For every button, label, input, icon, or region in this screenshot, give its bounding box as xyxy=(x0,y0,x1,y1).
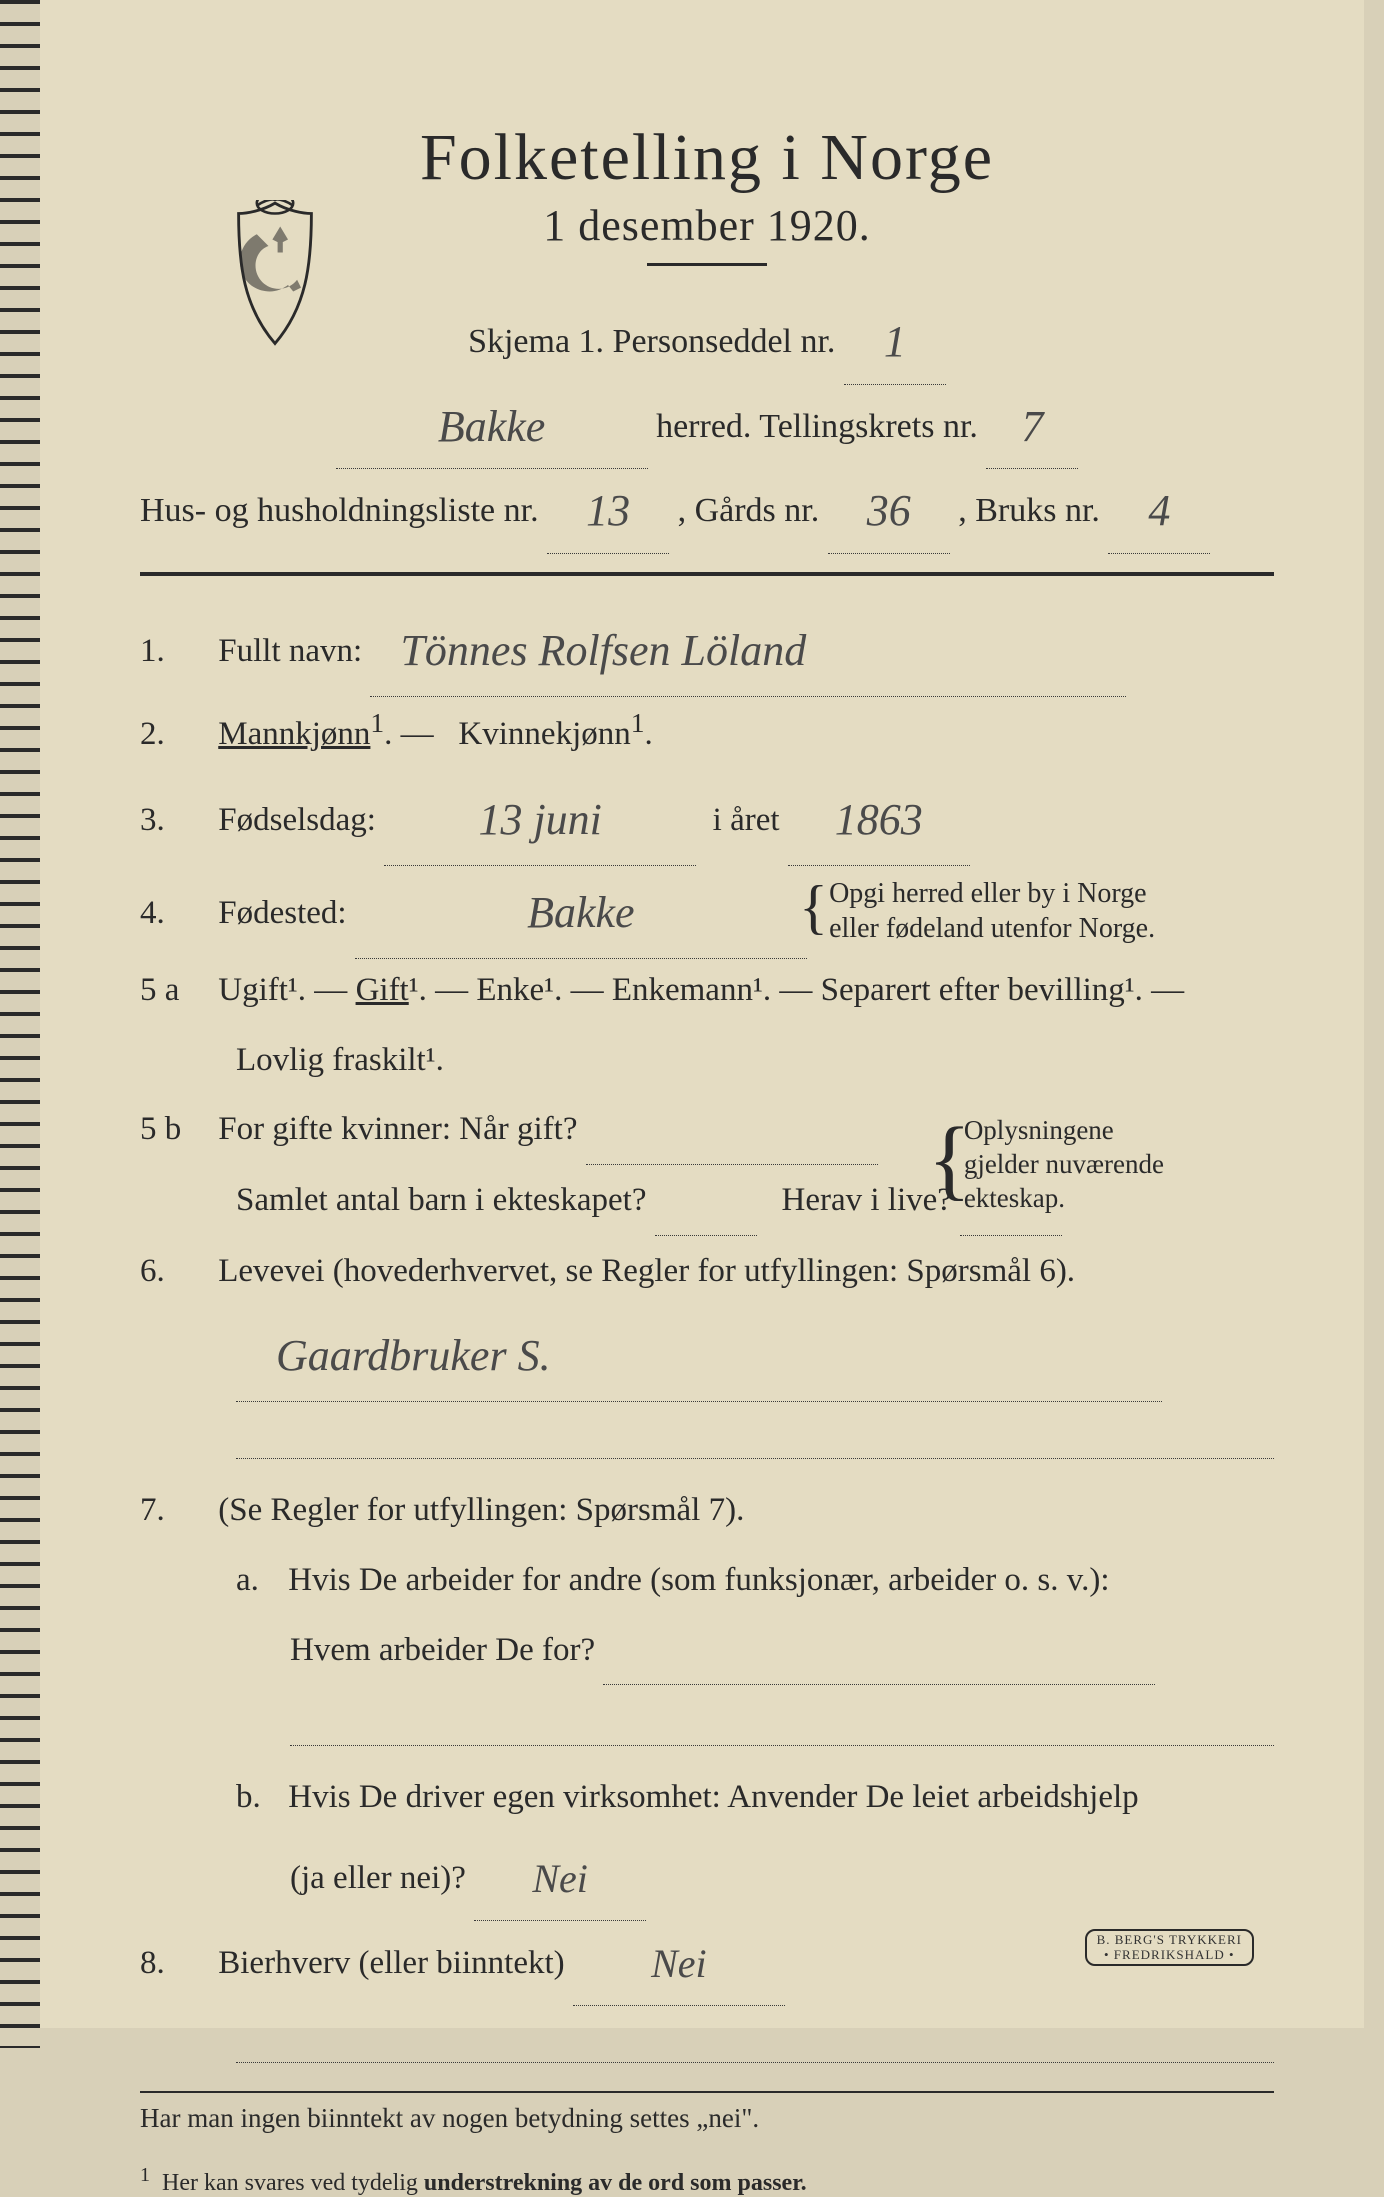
q5a-line2: Lovlig fraskilt¹. xyxy=(236,1027,1274,1095)
foot-instruction: Har man ingen biinntekt av nogen betydni… xyxy=(140,2091,1274,2134)
perforation-edge xyxy=(0,0,40,2048)
q4-num: 4. xyxy=(140,880,210,948)
q5a-gift: Gift xyxy=(356,972,409,1008)
hush-label: Hus- og husholdningsliste nr. xyxy=(140,492,539,529)
q4-note-l1: Opgi herred eller by i Norge xyxy=(829,878,1147,909)
page-title: Folketelling i Norge xyxy=(140,120,1274,196)
census-form-page: Folketelling i Norge 1 desember 1920. Sk… xyxy=(40,0,1364,2028)
q3: 3. Fødselsdag: 13 juni i året 1863 xyxy=(140,771,1274,862)
q7-label: (Se Regler for utfyllingen: Spørsmål 7). xyxy=(218,1492,744,1528)
q6-label: Levevei (hovederhvervet, se Regler for u… xyxy=(218,1253,1075,1289)
q8-blank-line xyxy=(236,2020,1274,2063)
q2-mann: Mannkjønn xyxy=(218,716,370,752)
q4-label: Fødested: xyxy=(218,895,346,931)
q3-num: 3. xyxy=(140,787,210,855)
q7b: b. Hvis De driver egen virksomhet: Anven… xyxy=(236,1764,1274,1832)
gards-label: , Gårds nr. xyxy=(678,492,820,529)
coat-of-arms-icon xyxy=(210,200,340,370)
q7a: a. Hvis De arbeider for andre (som funks… xyxy=(236,1547,1274,1615)
q2-dot: . xyxy=(645,716,653,752)
q5b-note-l2: gjelder nuværende xyxy=(964,1149,1164,1179)
q6-blank-line xyxy=(236,1416,1274,1459)
herred-label: herred. Tellingskrets nr. xyxy=(656,408,978,445)
q7a-l2row: Hvem arbeider De for? xyxy=(290,1617,1274,1686)
q7b-l2: (ja eller nei)? xyxy=(290,1860,466,1896)
q4-note: Opgi herred eller by i Norge eller fødel… xyxy=(829,876,1155,946)
gards-nr: 36 xyxy=(828,469,950,554)
q2-num: 2. xyxy=(140,701,210,769)
q3-mid: i året xyxy=(713,802,780,838)
meta-line-2: Bakke herred. Tellingskrets nr. 7 xyxy=(140,381,1274,466)
q7-num: 7. xyxy=(140,1477,210,1545)
q2-dash: . — xyxy=(384,716,434,752)
bruks-label: , Bruks nr. xyxy=(958,492,1100,529)
q1-num: 1. xyxy=(140,618,210,686)
q6-value: Gaardbruker S. xyxy=(236,1311,1162,1402)
q8-value: Nei xyxy=(573,1923,785,2006)
footnote-text: Her kan svares ved tydelig xyxy=(162,2170,424,2196)
stamp-l2: • FREDRIKSHALD • xyxy=(1097,1948,1242,1962)
q5a-num: 5 a xyxy=(140,957,210,1025)
meta-line-3: Hus- og husholdningsliste nr. 13 , Gårds… xyxy=(140,465,1274,550)
title-rule xyxy=(647,263,767,266)
q7b-num: b. xyxy=(236,1764,280,1832)
q5b-note-l3: ekteskap. xyxy=(964,1183,1065,1213)
stamp-l1: B. BERG'S TRYKKERI xyxy=(1097,1933,1242,1947)
q7a-num: a. xyxy=(236,1547,280,1615)
q6-num: 6. xyxy=(140,1238,210,1306)
q7a-l2: Hvem arbeider De for? xyxy=(290,1632,595,1668)
q4-value: Bakke xyxy=(355,868,807,959)
q7a-l1: Hvis De arbeider for andre (som funksjon… xyxy=(288,1562,1109,1598)
q7a-blank xyxy=(603,1617,1155,1686)
q5b-l2b: Herav i live? xyxy=(782,1182,952,1218)
q6: 6. Levevei (hovederhvervet, se Regler fo… xyxy=(140,1238,1274,1306)
q5b-note: Oplysningene gjelder nuværende ekteskap. xyxy=(964,1114,1164,1215)
q3-label: Fødselsdag: xyxy=(218,802,376,838)
q5b-note-l1: Oplysningene xyxy=(964,1115,1114,1145)
herred-value: Bakke xyxy=(336,385,648,470)
divider-heavy xyxy=(140,572,1274,576)
skjema-label: Skjema 1. Personseddel nr. xyxy=(468,323,835,360)
q8-num: 8. xyxy=(140,1930,210,1998)
q2: 2. Mannkjønn1. — Kvinnekjønn1. xyxy=(140,695,1274,769)
q7b-value: Nei xyxy=(474,1838,646,1921)
q7: 7. (Se Regler for utfyllingen: Spørsmål … xyxy=(140,1477,1274,1545)
q5b-gift-blank xyxy=(586,1096,878,1165)
q8-label: Bierhverv (eller biinntekt) xyxy=(218,1945,564,1981)
q5a: 5 a Ugift¹. — Gift¹. — Enke¹. — Enkemann… xyxy=(140,957,1274,1025)
q1-value: Tönnes Rolfsen Löland xyxy=(370,606,1126,697)
personseddel-nr: 1 xyxy=(844,300,946,385)
q2-sup2: 1 xyxy=(631,707,645,738)
tellingskrets-nr: 7 xyxy=(986,385,1078,470)
q5b: 5 b For gifte kvinner: Når gift? Oplysni… xyxy=(140,1096,1274,1165)
q5b-l2a: Samlet antal barn i ekteskapet? xyxy=(236,1182,647,1218)
q3-day: 13 juni xyxy=(384,775,696,866)
q1-label: Fullt navn: xyxy=(218,633,362,669)
footnote-sup: 1 xyxy=(140,2164,150,2186)
q5a-options: Ugift¹. — Gift¹. — Enke¹. — Enkemann¹. —… xyxy=(218,972,1184,1008)
q5b-l1: For gifte kvinner: Når gift? xyxy=(218,1111,577,1147)
q5b-num: 5 b xyxy=(140,1096,210,1164)
q1: 1. Fullt navn: Tönnes Rolfsen Löland xyxy=(140,602,1274,693)
q3-year: 1863 xyxy=(788,775,970,866)
q7b-l2row: (ja eller nei)? Nei xyxy=(290,1834,1274,1917)
hush-nr: 13 xyxy=(547,469,669,554)
q7a-blank-line xyxy=(290,1703,1274,1746)
footnote-bold: understrekning av de ord som passer. xyxy=(424,2170,807,2196)
printer-stamp: B. BERG'S TRYKKERI • FREDRIKSHALD • xyxy=(1085,1929,1254,1966)
q6-value-line: Gaardbruker S. xyxy=(236,1307,1274,1398)
q2-kvinne: Kvinnekjønn xyxy=(458,716,630,752)
q2-sup1: 1 xyxy=(370,707,384,738)
bruks-nr: 4 xyxy=(1108,469,1210,554)
q7b-l1: Hvis De driver egen virksomhet: Anvender… xyxy=(288,1779,1138,1815)
q5b-barn-blank xyxy=(655,1167,757,1236)
q4-note-l2: eller fødeland utenfor Norge. xyxy=(829,913,1155,944)
footnote: 1 Her kan svares ved tydelig understrekn… xyxy=(140,2164,1274,2197)
q4: 4. Fødested: Bakke Opgi herred eller by … xyxy=(140,864,1274,955)
